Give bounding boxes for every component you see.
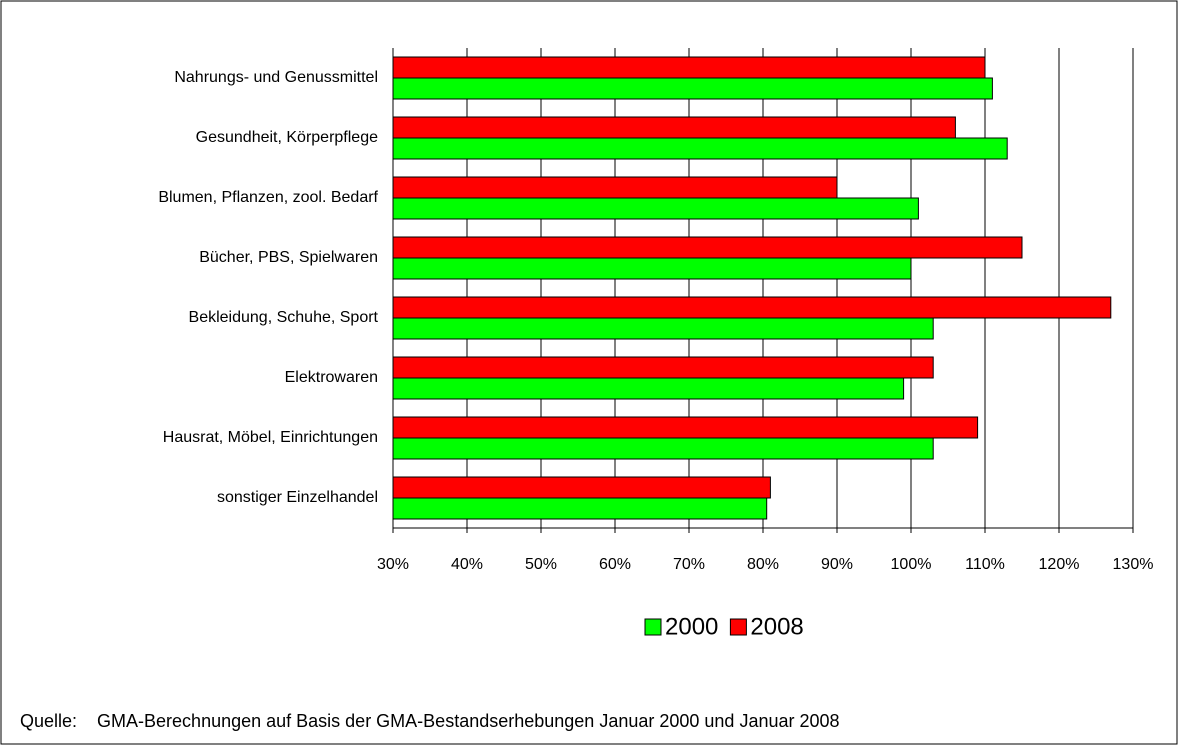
y-tick-label: Blumen, Pflanzen, zool. Bedarf: [158, 189, 378, 206]
bar: [392, 296, 1112, 319]
y-tick-label: Bekleidung, Schuhe, Sport: [189, 309, 379, 326]
bar: [392, 137, 1008, 160]
legend-swatch: [644, 618, 662, 636]
legend-swatch: [729, 618, 747, 636]
legend-label: 2008: [750, 613, 803, 640]
y-tick-label: Elektrowaren: [285, 369, 378, 386]
source-note: Quelle: GMA-Berechnungen auf Basis der G…: [20, 711, 840, 731]
bar: [392, 197, 919, 220]
y-tick-label: Nahrungs- und Genussmittel: [174, 69, 378, 86]
bar: [392, 116, 956, 139]
x-tick-label: 50%: [525, 556, 557, 573]
bar: [392, 377, 905, 400]
x-tick-label: 120%: [1039, 556, 1080, 573]
bar: [392, 317, 934, 340]
x-tick-label: 100%: [891, 556, 932, 573]
bar: [392, 416, 979, 439]
y-tick-label: sonstiger Einzelhandel: [217, 489, 378, 506]
y-tick-label: Bücher, PBS, Spielwaren: [199, 249, 378, 266]
x-tick-label: 130%: [1113, 556, 1154, 573]
bar: [392, 356, 934, 379]
x-tick-label: 90%: [821, 556, 853, 573]
x-tick-label: 40%: [451, 556, 483, 573]
bar: [392, 77, 993, 100]
x-tick-label: 30%: [377, 556, 409, 573]
x-tick-label: 70%: [673, 556, 705, 573]
bar: [392, 236, 1023, 259]
bar: [392, 437, 934, 460]
x-tick-label: 80%: [747, 556, 779, 573]
x-tick-label: 110%: [965, 556, 1005, 573]
bar: [392, 497, 768, 520]
y-tick-label: Gesundheit, Körperpflege: [196, 129, 378, 146]
bar: [392, 176, 838, 199]
bar: [392, 257, 912, 280]
y-tick-label: Hausrat, Möbel, Einrichtungen: [163, 429, 378, 446]
bar: [392, 56, 986, 79]
bar: [392, 476, 771, 499]
x-tick-label: 60%: [599, 556, 631, 573]
legend-label: 2000: [665, 613, 718, 640]
